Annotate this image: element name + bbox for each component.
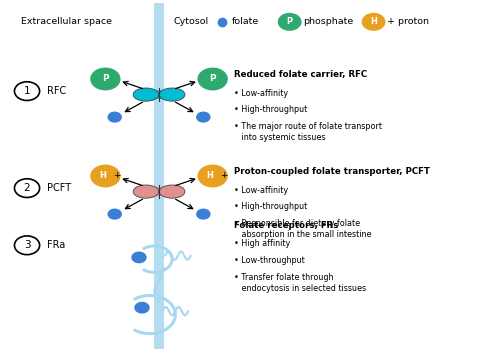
Text: • High-throughput: • High-throughput [234, 202, 307, 211]
Circle shape [91, 68, 120, 90]
Text: folate: folate [232, 17, 260, 26]
Text: absorption in the small intestine: absorption in the small intestine [234, 231, 371, 239]
Ellipse shape [133, 185, 159, 198]
Text: P: P [102, 75, 108, 83]
Text: phosphate: phosphate [303, 17, 353, 26]
Ellipse shape [159, 88, 185, 101]
Circle shape [198, 68, 227, 90]
Circle shape [135, 302, 149, 313]
Bar [154, 3, 164, 349]
Text: • Transfer folate through: • Transfer folate through [234, 273, 333, 282]
Text: • Low-affinity: • Low-affinity [234, 89, 288, 98]
Text: Proton-coupled folate transporter, PCFT: Proton-coupled folate transporter, PCFT [234, 167, 430, 176]
Text: H: H [206, 171, 213, 181]
Text: into systemic tissues: into systemic tissues [234, 133, 325, 143]
Text: • Responsible for dietary folate: • Responsible for dietary folate [234, 219, 360, 228]
Circle shape [197, 209, 210, 219]
Text: • High affinity: • High affinity [234, 239, 290, 249]
Ellipse shape [133, 88, 159, 101]
Circle shape [108, 209, 121, 219]
Text: • The major route of folate transport: • The major route of folate transport [234, 122, 382, 131]
Text: Folate receptors, FRs: Folate receptors, FRs [234, 221, 338, 230]
Text: 2: 2 [24, 183, 30, 193]
Text: RFC: RFC [47, 86, 66, 96]
Text: Reduced folate carrier, RFC: Reduced folate carrier, RFC [234, 70, 367, 79]
Text: + proton: + proton [387, 17, 429, 26]
Text: PCFT: PCFT [47, 183, 71, 193]
Circle shape [108, 112, 121, 122]
Circle shape [198, 165, 227, 187]
Circle shape [362, 13, 385, 30]
Text: H: H [370, 17, 377, 26]
Ellipse shape [145, 90, 173, 99]
Text: FRa: FRa [47, 240, 65, 250]
Text: Cytosol: Cytosol [173, 17, 208, 26]
Text: P: P [209, 75, 216, 83]
Text: +: + [220, 171, 228, 181]
Text: 3: 3 [24, 240, 30, 250]
Circle shape [278, 13, 301, 30]
Text: Extracellular space: Extracellular space [22, 17, 112, 26]
Text: P: P [287, 17, 293, 26]
Text: endocytosis in selected tissues: endocytosis in selected tissues [234, 284, 366, 293]
Text: • High-throughput: • High-throughput [234, 105, 307, 114]
Ellipse shape [145, 187, 173, 196]
Text: +: + [113, 171, 120, 181]
Circle shape [91, 165, 120, 187]
Circle shape [132, 252, 146, 263]
Text: • Low-throughput: • Low-throughput [234, 256, 304, 265]
Circle shape [197, 112, 210, 122]
Text: H: H [99, 171, 106, 181]
Text: 1: 1 [24, 86, 30, 96]
Ellipse shape [159, 185, 185, 198]
Text: • Low-affinity: • Low-affinity [234, 186, 288, 195]
